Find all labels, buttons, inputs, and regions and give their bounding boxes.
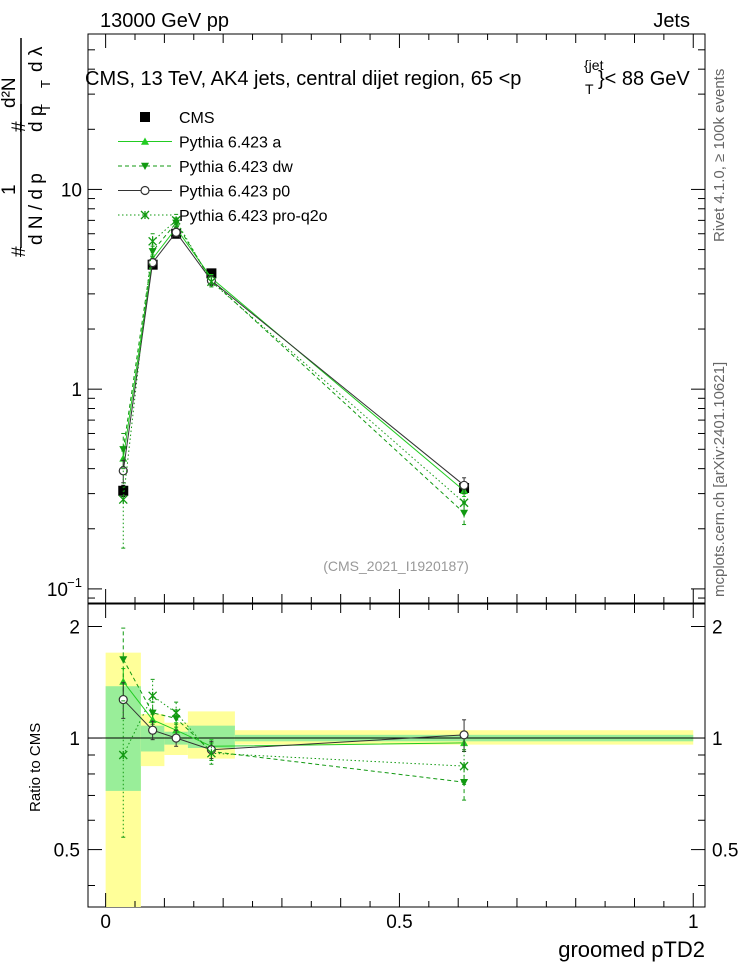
ratio-band-inner [187, 725, 235, 749]
legend-marker-dw [141, 162, 149, 170]
ratio-point-q2o [118, 750, 128, 760]
main-point-p0 [171, 227, 181, 237]
ratio-line-q2o [122, 695, 465, 767]
ratio-point-q2o [459, 761, 469, 771]
legend-marker-q2o [140, 210, 150, 220]
main-point-q2o [118, 495, 128, 505]
ratio-ytick-label-left: 2 [69, 617, 80, 638]
legend-label-q2o: Pythia 6.423 pro-q2o [179, 208, 328, 225]
y-main-axis-title: # 1 d N / d p T # d²N d p T d λ [0, 38, 53, 257]
ratio-point-dw [460, 779, 469, 787]
ratio-point-q2o [171, 708, 181, 718]
y-num: d²N [0, 77, 20, 108]
main-frame [87, 33, 706, 604]
y-dl: d λ [26, 46, 47, 72]
main-ytick-label: 1 [71, 380, 82, 401]
ratio-point-q2o [148, 691, 158, 701]
ratio-ytick-label-right: 0.5 [712, 841, 738, 862]
legend-label-a: Pythia 6.423 a [179, 135, 281, 152]
ratio-y-label: Ratio to CMS [27, 723, 44, 812]
legend-label-p0: Pythia 6.423 p0 [179, 184, 290, 201]
legend: CMS Pythia 6.423 a Pythia 6.423 dw Pythia 6… [118, 110, 328, 225]
ratio-point-dw [119, 656, 128, 664]
header-left: 13000 GeV pp [100, 10, 229, 32]
title-tail: }< 88 GeV [598, 68, 690, 90]
ratio-xtick-label: 1 [688, 912, 699, 933]
y-one: 1 [0, 184, 20, 195]
header-right: Jets [653, 10, 690, 32]
main-point-p0 [459, 480, 469, 490]
legend-marker-data [140, 112, 150, 122]
ratio-ytick-label-right: 1 [712, 729, 723, 750]
ratio-xtick-label: 0.5 [386, 912, 412, 933]
plot-title: CMS, 13 TeV, AK4 jets, central dijet reg… [85, 57, 690, 97]
main-point-q2o [148, 236, 158, 246]
mcplots-label: mcplots.cern.ch [arXiv:2401.10621] [711, 362, 728, 597]
ratio-frame [87, 603, 706, 908]
analysis-watermark: (CMS_2021_I1920187) [323, 558, 469, 574]
title-main: CMS, 13 TeV, AK4 jets, central dijet reg… [85, 68, 521, 90]
ratio-axis-ticks: 0.5 0.5 1 1 2 2 0 0.5 1 [54, 604, 738, 933]
ratio-point-p0 [459, 730, 469, 740]
y-subT-1: T [38, 104, 53, 112]
y-dN: d N / d p [26, 173, 47, 245]
legend-label-data: CMS [179, 110, 215, 127]
ratio-data-area [88, 627, 705, 907]
main-point-q2o [459, 498, 469, 508]
main-ytick-label: 10 [61, 180, 82, 201]
y-hash-1: # [9, 246, 30, 257]
main-point-q2o [206, 277, 216, 287]
x-axis-label: groomed pTD2 [558, 937, 705, 962]
legend-marker-p0 [140, 185, 150, 196]
title-sub: T [585, 81, 594, 97]
ratio-xtick-label: 0 [100, 912, 111, 933]
ratio-point-p0 [118, 694, 128, 705]
ratio-point-q2o [206, 748, 216, 758]
y-hash-2: # [9, 121, 30, 132]
main-point-p0 [148, 258, 158, 268]
y-den: d p [26, 106, 47, 132]
main-line-q2o [122, 219, 465, 504]
main-line-dw [122, 222, 465, 514]
ratio-point-p0 [171, 733, 181, 743]
main-line-a [122, 227, 465, 492]
ratio-ytick-label-left: 1 [69, 729, 80, 750]
main-ytick-exponent: −1 [67, 575, 82, 590]
legend-label-dw: Pythia 6.423 dw [179, 159, 293, 176]
main-ytick-label: 10 [47, 580, 68, 601]
main-point-dw [119, 446, 128, 454]
main-point-q2o [171, 215, 181, 225]
main-data-area [118, 213, 470, 549]
main-point-data [206, 268, 217, 279]
title-sup: {jet [584, 57, 604, 73]
rivet-label: Rivet 4.1.0, ≥ 100k events [711, 69, 728, 242]
ratio-ytick-label-left: 0.5 [54, 841, 80, 862]
y-subT-2: T [38, 80, 53, 88]
ratio-point-p0 [148, 725, 158, 735]
ratio-line-dw [122, 659, 465, 783]
ratio-ytick-label-right: 2 [712, 617, 723, 638]
legend-marker-a [141, 137, 149, 145]
